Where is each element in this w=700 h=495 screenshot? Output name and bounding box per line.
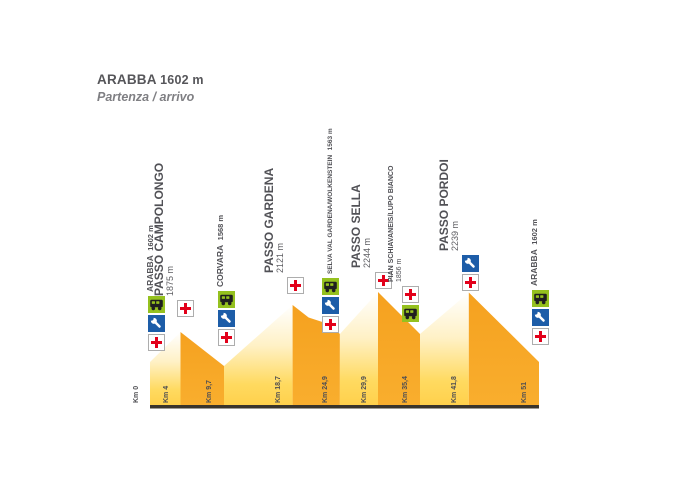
station-label-passo-gardena: PASSO GARDENA 2121 m — [261, 167, 285, 273]
km-marker: Km 29,9 — [360, 376, 368, 403]
station-label-arabba-end: ARABBA 1602 m — [524, 219, 539, 286]
medical-cross-icon — [374, 272, 392, 289]
mechanic-wrench-icon — [218, 310, 236, 327]
station-altitude: 1856 m — [395, 258, 403, 282]
station-name: PASSO GARDENA — [261, 167, 276, 273]
station-name: PIAN SCHIAVANEIS/LUPO BIANCO — [388, 165, 396, 282]
station-altitude: 1563 m — [326, 128, 334, 151]
km-marker: Km 35,4 — [402, 376, 410, 403]
page-title-altitude: 1602 m — [160, 73, 204, 87]
medical-cross-icon — [462, 274, 480, 291]
station-name: PASSO PORDOI — [436, 159, 451, 251]
medical-cross-icon — [287, 277, 305, 294]
station-name: PASSO SELLA — [349, 184, 364, 268]
station-altitude: 1568 m — [216, 214, 226, 241]
km-marker: Km 41,8 — [451, 376, 459, 403]
station-label-pian-schiavaneis: PIAN SCHIAVANEIS/LUPO BIANCO 1856 m — [388, 166, 403, 282]
mechanic-wrench-icon — [322, 297, 340, 314]
station-name: SELVA VAL GARDENA/WOLKENSTEIN — [326, 154, 334, 274]
mechanic-wrench-icon — [147, 315, 165, 332]
km-marker: Km 24,9 — [322, 376, 330, 403]
medical-cross-icon — [177, 300, 194, 317]
shuttle-bus-icon — [532, 290, 550, 307]
station-name: CORVARA — [215, 244, 226, 287]
page-title-name: ARABBA — [97, 72, 157, 87]
medical-cross-icon — [218, 329, 236, 346]
descent-segment — [180, 332, 224, 406]
station-altitude: 2244 m — [362, 237, 373, 268]
medical-cross-icon — [322, 316, 340, 333]
km-marker: Km 9,7 — [206, 380, 214, 403]
km-marker: Km 18,7 — [275, 376, 283, 403]
mechanic-wrench-icon — [462, 255, 480, 272]
page-title: ARABBA 1602 m — [97, 72, 204, 87]
km-marker: Km 51 — [521, 381, 529, 403]
climb-segment — [224, 305, 293, 406]
station-altitude: 2121 m — [274, 242, 285, 273]
descent-segment — [468, 292, 539, 406]
descent-segment — [378, 292, 420, 406]
shuttle-bus-icon — [147, 296, 165, 313]
shuttle-bus-icon — [218, 291, 236, 308]
climb-segment — [150, 332, 181, 406]
km-marker: Km 4 — [163, 385, 170, 403]
course-subtitle: Partenza / arrivo — [97, 90, 195, 104]
station-label-passo-pordoi: PASSO PORDOI 2239 m — [436, 159, 460, 251]
profile-baseline — [150, 405, 539, 409]
station-altitude: 1602 m — [530, 219, 540, 245]
shuttle-bus-icon — [402, 305, 420, 322]
shuttle-bus-icon — [322, 278, 340, 295]
station-label-arabba-start: ARABBA 1602 m — [140, 225, 155, 292]
climb-segment — [339, 292, 378, 406]
km-marker: Km 0 — [132, 385, 140, 403]
medical-cross-icon — [402, 286, 420, 303]
medical-cross-icon — [147, 334, 165, 351]
station-label-passo-campolongo: PASSO CAMPOLONGO 1875 m — [151, 162, 175, 296]
mechanic-wrench-icon — [532, 309, 550, 326]
mountain-segments — [150, 292, 539, 406]
station-label-selva-val-gardena: SELVA VAL GARDENA/WOLKENSTEIN 1563 m — [319, 128, 334, 274]
medical-cross-icon — [532, 328, 550, 345]
station-name: ARABBA — [529, 249, 540, 286]
station-label-corvara: CORVARA 1568 m — [210, 215, 225, 287]
course-header: ARABBA 1602 m Partenza / arrivo — [97, 72, 204, 104]
station-name: PASSO CAMPOLONGO — [151, 162, 166, 296]
climb-segment — [420, 292, 469, 406]
station-altitude: 2239 m — [449, 220, 460, 251]
station-altitude: 1875 m — [164, 265, 175, 296]
station-label-passo-sella: PASSO SELLA 2244 m — [349, 184, 373, 268]
